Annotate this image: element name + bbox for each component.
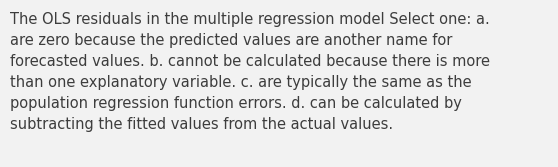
Text: The OLS residuals in the multiple regression model Select one: a.
are zero becau: The OLS residuals in the multiple regres… [10,12,490,132]
